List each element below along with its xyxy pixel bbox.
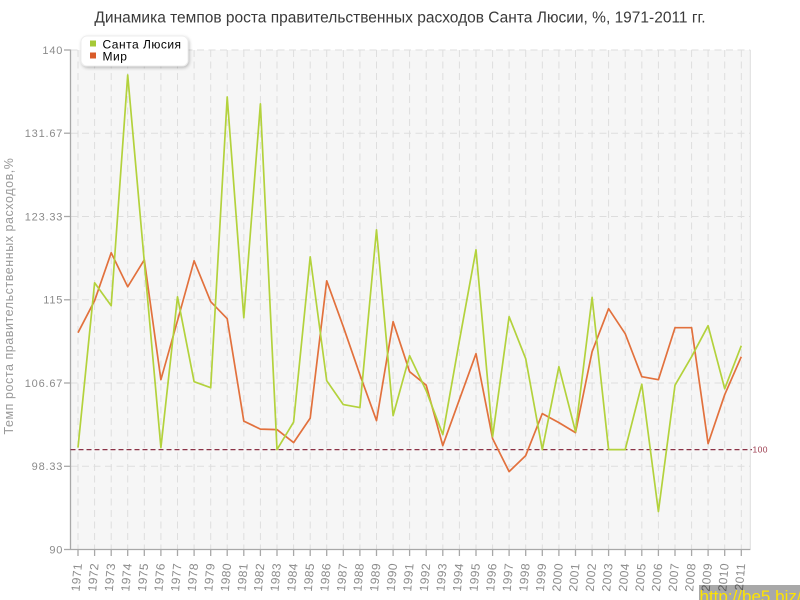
svg-text:1982: 1982: [251, 563, 267, 592]
svg-text:Санта Люсия: Санта Люсия: [103, 38, 182, 52]
svg-text:1983: 1983: [268, 563, 284, 592]
svg-text:1975: 1975: [135, 563, 151, 592]
svg-text:2001: 2001: [566, 563, 582, 592]
svg-text:2009: 2009: [699, 563, 715, 592]
svg-text:2005: 2005: [632, 563, 648, 592]
svg-text:100: 100: [753, 444, 768, 454]
svg-text:1984: 1984: [284, 563, 300, 592]
svg-text:2000: 2000: [549, 563, 565, 592]
svg-text:Мир: Мир: [103, 50, 128, 64]
svg-text:2007: 2007: [666, 563, 682, 592]
svg-text:1994: 1994: [450, 563, 466, 592]
svg-text:106.67: 106.67: [25, 378, 63, 390]
svg-text:1992: 1992: [417, 563, 433, 592]
svg-text:2010: 2010: [715, 563, 731, 592]
svg-text:1996: 1996: [483, 563, 499, 592]
svg-text:1991: 1991: [400, 563, 416, 592]
svg-text:123.33: 123.33: [25, 211, 63, 223]
svg-text:1988: 1988: [350, 563, 366, 592]
svg-text:Динамика темпов роста правител: Динамика темпов роста правительственных …: [94, 10, 705, 27]
svg-text:1977: 1977: [168, 563, 184, 592]
svg-text:1980: 1980: [218, 563, 234, 592]
svg-text:1978: 1978: [185, 563, 201, 592]
svg-text:1995: 1995: [467, 563, 483, 592]
svg-text:2011: 2011: [732, 563, 748, 592]
svg-text:Темп роста правительственных р: Темп роста правительственных расходов,%: [2, 158, 16, 435]
svg-text:2008: 2008: [682, 563, 698, 592]
svg-text:1986: 1986: [317, 563, 333, 592]
svg-text:1993: 1993: [433, 563, 449, 592]
svg-text:98.33: 98.33: [32, 461, 64, 473]
svg-text:1972: 1972: [85, 563, 101, 592]
svg-text:2003: 2003: [599, 563, 615, 592]
svg-text:http://be5.biz/: http://be5.biz/: [700, 587, 800, 600]
svg-text:140: 140: [42, 45, 63, 57]
svg-text:90: 90: [49, 544, 63, 556]
svg-text:1979: 1979: [201, 563, 217, 592]
svg-text:1985: 1985: [301, 563, 317, 592]
svg-text:131.67: 131.67: [25, 128, 63, 140]
svg-text:1973: 1973: [102, 563, 118, 592]
svg-text:1981: 1981: [234, 563, 250, 592]
svg-text:2002: 2002: [583, 563, 599, 592]
svg-text:1987: 1987: [334, 563, 350, 592]
svg-text:1990: 1990: [384, 563, 400, 592]
svg-text:1989: 1989: [367, 563, 383, 592]
svg-text:1974: 1974: [118, 563, 134, 592]
svg-text:1998: 1998: [516, 563, 532, 592]
svg-text:1997: 1997: [500, 563, 516, 592]
svg-text:1976: 1976: [151, 563, 167, 592]
svg-text:1971: 1971: [69, 563, 85, 592]
svg-text:2004: 2004: [616, 563, 632, 592]
svg-text:1999: 1999: [533, 563, 549, 592]
svg-text:115: 115: [43, 295, 63, 307]
svg-text:2006: 2006: [649, 563, 665, 592]
